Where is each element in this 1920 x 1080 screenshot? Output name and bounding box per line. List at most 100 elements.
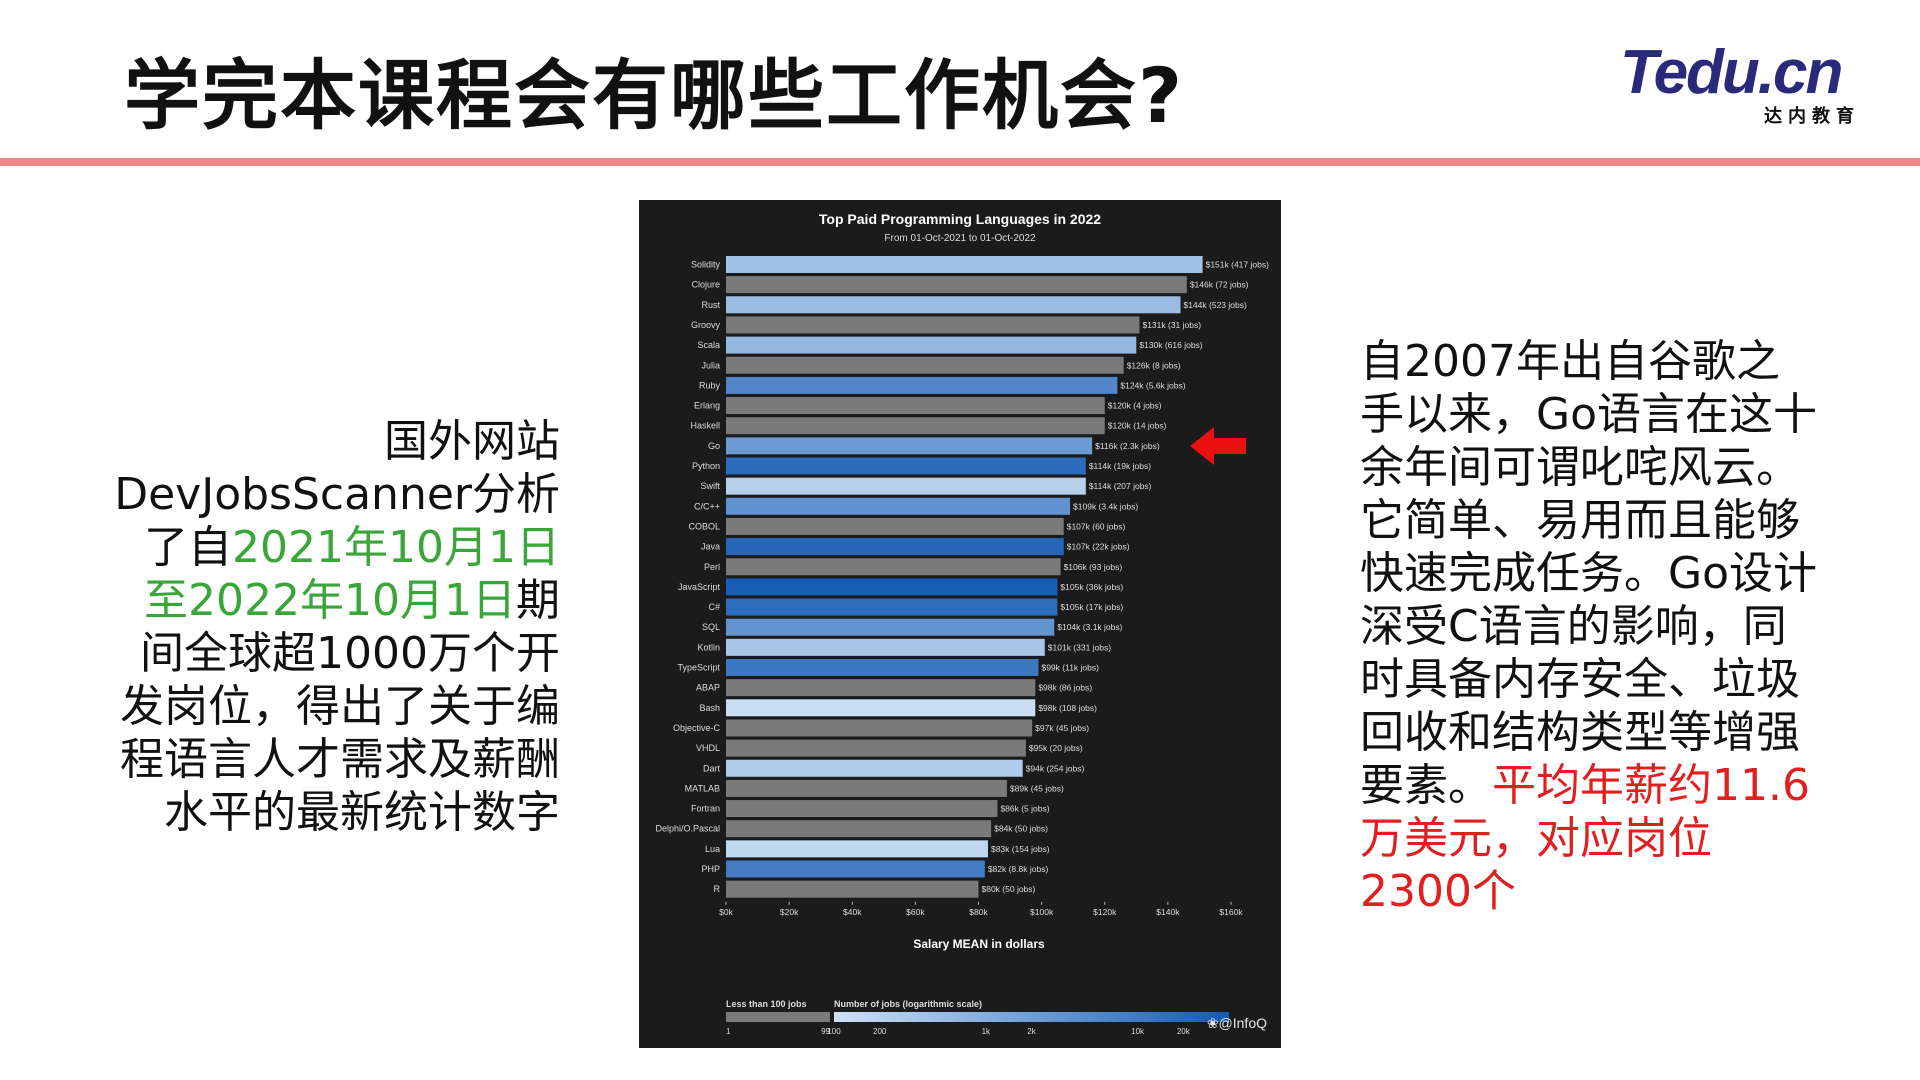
legend-gray-tick: 1	[726, 1027, 731, 1036]
category-label: SQL	[702, 622, 720, 632]
category-label: ABAP	[696, 683, 720, 693]
category-label: Objective-C	[673, 723, 721, 733]
x-tick-label: $20k	[780, 907, 799, 917]
x-tick-label: $140k	[1156, 907, 1180, 917]
x-tick-label: $160k	[1219, 907, 1243, 917]
bar-value-label: $86k (5 jobs)	[1000, 804, 1049, 814]
legend-scale-tick: 10k	[1131, 1027, 1145, 1036]
bar-groovy	[726, 316, 1140, 334]
right-text-salary-highlight: 平均年薪约11.6万美元，对应岗位2300个	[1360, 760, 1810, 917]
bar-value-label: $114k (207 jobs)	[1089, 481, 1152, 491]
bar-c-	[726, 598, 1058, 616]
category-label: TypeScript	[677, 663, 720, 673]
legend-scale-tick: 100	[827, 1027, 841, 1036]
bar-value-label: $120k (4 jobs)	[1108, 401, 1162, 411]
bar-julia	[726, 356, 1124, 374]
logo-subtitle: 达内教育	[1764, 106, 1860, 127]
right-text-part1: 自2007年出自谷歌之手以来，Go语言在这十余年间可谓叱咤风云。它简单、易用而且…	[1360, 336, 1818, 811]
legend-scale-tick: 200	[873, 1027, 887, 1036]
left-text-date-range: 2021年10月1日至2022年10月1日	[144, 522, 560, 626]
bar-dart	[726, 759, 1023, 777]
legend-scale-tick: 20k	[1177, 1027, 1191, 1036]
category-label: Swift	[700, 481, 720, 491]
bar-java	[726, 538, 1064, 556]
category-label: Ruby	[699, 380, 721, 390]
category-label: Perl	[704, 562, 720, 572]
bar-vhdl	[726, 739, 1026, 757]
category-label: JavaScript	[678, 582, 721, 592]
bar-value-label: $124k (5.6k jobs)	[1120, 380, 1185, 390]
bar-value-label: $98k (86 jobs)	[1038, 683, 1092, 693]
bar-typescript	[726, 659, 1039, 676]
bar-value-label: $99k (11k jobs)	[1041, 663, 1099, 673]
bar-php	[726, 860, 985, 878]
legend-scale-label: Number of jobs (logarithmic scale)	[834, 999, 982, 1009]
header-divider	[0, 158, 1920, 166]
category-label: Fortran	[691, 804, 720, 814]
salary-bar-chart: Top Paid Programming Languages in 2022 Fr…	[639, 200, 1281, 1048]
bar-value-label: $146k (72 jobs)	[1190, 280, 1249, 290]
legend-scale-tick: 2k	[1027, 1027, 1036, 1036]
bar-perl	[726, 558, 1061, 576]
bar-objective-c	[726, 719, 1033, 737]
legend-scale-tick: 1k	[982, 1027, 991, 1036]
bar-javascript	[726, 578, 1058, 596]
bar-rust	[726, 296, 1181, 314]
slide-title: 学完本课程会有哪些工作机会?	[124, 51, 1185, 140]
bar-value-label: $101k (331 jobs)	[1048, 642, 1111, 652]
category-label: Bash	[699, 703, 720, 713]
x-tick-label: $60k	[906, 907, 925, 917]
bar-value-label: $82k (8.8k jobs)	[988, 864, 1049, 874]
category-label: R	[714, 884, 721, 894]
x-tick-label: $120k	[1093, 907, 1117, 917]
bar-swift	[726, 477, 1086, 495]
bar-value-label: $144k (523 jobs)	[1184, 300, 1247, 310]
bar-matlab	[726, 779, 1007, 797]
x-tick-label: $80k	[969, 907, 988, 917]
bar-r	[726, 880, 979, 898]
category-label: Scala	[697, 340, 720, 350]
chart-subtitle: From 01-Oct-2021 to 01-Oct-2022	[884, 233, 1036, 244]
category-label: Java	[701, 542, 720, 552]
bar-value-label: $94k (254 jobs)	[1026, 763, 1085, 773]
category-label: Rust	[701, 300, 720, 310]
bar-cobol	[726, 517, 1064, 535]
category-label: C/C++	[694, 501, 720, 511]
tedu-logo: Tedu.cn 达内教育	[1620, 40, 1860, 130]
bar-haskell	[726, 417, 1105, 435]
category-label: Solidity	[691, 260, 721, 270]
bar-value-label: $80k (50 jobs)	[982, 884, 1036, 894]
category-label: VHDL	[696, 743, 720, 753]
category-label: Go	[708, 441, 720, 451]
bar-value-label: $130k (616 jobs)	[1139, 340, 1202, 350]
chart-title: Top Paid Programming Languages in 2022	[819, 211, 1101, 227]
category-label: COBOL	[688, 521, 720, 531]
bar-value-label: $97k (45 jobs)	[1035, 723, 1089, 733]
x-axis-label: Salary MEAN in dollars	[913, 937, 1045, 951]
bar-delphi-o-pascal	[726, 820, 992, 838]
category-label: MATLAB	[685, 783, 720, 793]
bar-value-label: $95k (20 jobs)	[1029, 743, 1083, 753]
category-label: C#	[708, 602, 720, 612]
bar-fortran	[726, 800, 998, 818]
bar-value-label: $105k (17k jobs)	[1060, 602, 1123, 612]
chart-svg: Top Paid Programming Languages in 2022 Fr…	[655, 211, 1269, 1036]
bar-value-label: $126k (8 jobs)	[1127, 360, 1181, 370]
bar-value-label: $131k (31 jobs)	[1142, 320, 1201, 330]
category-label: Python	[692, 461, 720, 471]
category-label: Haskell	[690, 421, 720, 431]
watermark-infoq: ❀@InfoQ	[1207, 1015, 1267, 1031]
bar-value-label: $151k (417 jobs)	[1206, 260, 1269, 270]
left-description: 国外网站DevJobsScanner分析了自2021年10月1日至2022年10…	[110, 415, 560, 839]
category-label: Dart	[703, 763, 721, 773]
left-text-part2: 期间全球超1000万个开发岗位，得出了关于编程语言人才需求及薪酬水平的最新统计数…	[120, 575, 560, 838]
legend-gray-swatch	[726, 1012, 830, 1022]
left-text-part1: 国外网站DevJobsScanner分析了自	[114, 416, 560, 573]
bar-python	[726, 457, 1086, 475]
x-tick-label: $0k	[719, 907, 733, 917]
bar-bash	[726, 699, 1036, 717]
bar-erlang	[726, 397, 1105, 415]
bar-value-label: $84k (50 jobs)	[994, 824, 1048, 834]
bar-go	[726, 437, 1093, 455]
bar-c-c-	[726, 497, 1071, 515]
